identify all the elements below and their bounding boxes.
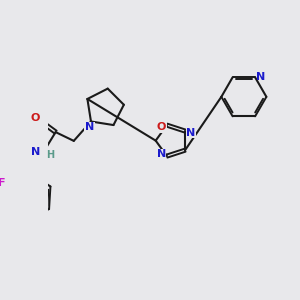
Text: N: N [157,149,166,159]
Text: F: F [0,178,6,188]
Text: N: N [85,122,94,132]
Text: N: N [186,128,195,138]
Text: N: N [256,72,266,82]
Text: O: O [31,113,40,123]
Text: H: H [46,150,54,160]
Text: N: N [31,147,40,157]
Text: O: O [157,122,166,132]
